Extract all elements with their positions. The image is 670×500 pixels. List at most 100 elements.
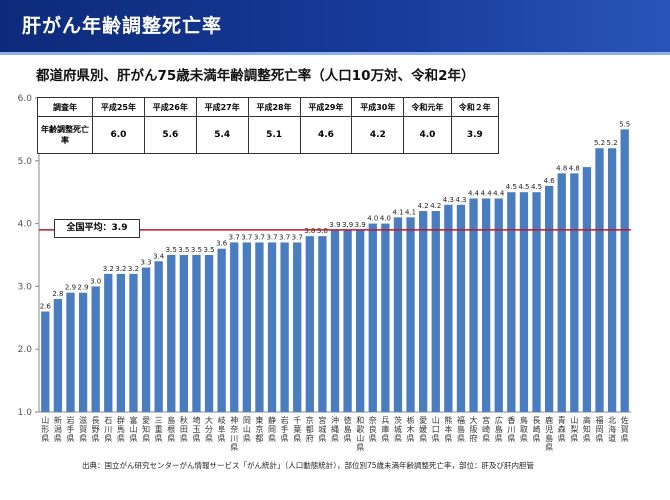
bar: [393, 217, 403, 412]
x-tick-label: 高知県: [583, 415, 591, 443]
bar-value-label: 2.9: [65, 284, 76, 292]
table-value: 5.6: [143, 116, 197, 154]
bar: [293, 242, 302, 412]
source-note: 出典：国立がん研究センターがん情報サービス「がん統計」（人口動態統計），部位別7…: [82, 461, 535, 470]
x-tick-label: 奈良県: [369, 415, 377, 443]
table-year: 令和２年: [450, 97, 500, 117]
table-value: 6.0: [92, 116, 145, 154]
x-tick-label: 鳥取県: [520, 415, 528, 443]
bar: [582, 167, 592, 412]
bar: [519, 192, 529, 412]
x-tick-label: 長崎県: [533, 416, 541, 443]
bar-value-label: 3.7: [229, 233, 240, 241]
x-tick-label: 新潟県: [54, 415, 62, 443]
bar: [544, 185, 554, 412]
x-tick-label: 宮崎県: [482, 415, 490, 443]
bar: [381, 223, 390, 412]
bar-value-label: 3.7: [266, 233, 277, 241]
bar-value-label: 4.5: [531, 183, 542, 191]
bar: [41, 311, 50, 412]
bar: [456, 204, 466, 412]
y-tick-label: 3.0: [18, 282, 33, 292]
bar: [481, 198, 491, 412]
header-divider: [0, 52, 670, 55]
bar: [620, 129, 629, 412]
bar: [343, 229, 352, 412]
table-year: 平成29年: [299, 97, 353, 117]
x-tick-label: 愛知県: [142, 415, 150, 443]
bar-value-label: 3.5: [191, 246, 202, 254]
bar: [431, 211, 440, 412]
y-tick-label: 5.0: [18, 157, 33, 167]
bar: [129, 273, 138, 412]
yearly-rate-table: 調査年 平成25年 平成26年 平成27年 平成28年 平成29年 平成30年 …: [37, 97, 500, 154]
bar-value-label: 3.5: [203, 246, 214, 254]
x-tick-label: 熊本県: [444, 415, 452, 443]
bar: [557, 173, 566, 412]
bar-value-label: 3.2: [128, 265, 139, 273]
x-tick-label: 京都府: [306, 415, 314, 443]
y-tick-label: 1.0: [18, 408, 33, 418]
x-tick-label: 大阪府: [470, 415, 478, 443]
bar: [217, 248, 226, 412]
table-value: 5.4: [195, 116, 249, 154]
bar-value-label: 3.0: [90, 277, 101, 285]
x-tick-label: 広島県: [495, 415, 503, 443]
bar: [53, 298, 63, 412]
y-tick-label: 6.0: [18, 94, 33, 104]
bar-value-label: 4.4: [468, 189, 480, 197]
bar: [318, 236, 327, 412]
bar: [167, 255, 176, 412]
x-tick-label: 宮城県: [318, 415, 326, 443]
bar: [419, 211, 428, 412]
x-tick-label: 鹿児島県: [545, 415, 553, 452]
bar: [607, 148, 617, 413]
table-year: 平成26年: [143, 97, 197, 117]
x-tick-label: 愛媛県: [419, 415, 427, 443]
x-tick-label: 岩手県: [281, 415, 289, 443]
x-tick-label: 福島県: [457, 416, 465, 443]
bar-value-label: 3.7: [241, 233, 252, 241]
table-value: 4.6: [299, 116, 353, 154]
bar-value-label: 4.8: [569, 164, 580, 172]
x-tick-label: 山梨県: [570, 415, 578, 443]
page-title: 肝がん年齢調整死亡率: [22, 15, 223, 37]
bar: [267, 242, 277, 412]
bar-value-label: 3.2: [103, 265, 114, 273]
x-tick-label: 岡山県: [243, 416, 251, 443]
bar: [532, 192, 541, 412]
bar: [66, 292, 75, 412]
bar: [116, 273, 126, 412]
chart-subtitle: 都道府県別、肝がん75歳未満年齢調整死亡率（人口10万対、令和2年）: [36, 68, 475, 84]
x-tick-label: 千葉県: [293, 415, 301, 443]
bar: [78, 292, 88, 412]
table-year: 平成30年: [351, 97, 405, 117]
x-tick-label: 茨城県: [394, 415, 402, 443]
bar-value-label: 4.3: [443, 196, 454, 204]
bar: [444, 204, 453, 412]
value-labels: 2.62.82.9 2.93.03.2 3.2 3.23.33.43.5 3.5 3.5 3…: [40, 120, 631, 310]
x-tick-label: 石川県: [104, 416, 112, 443]
x-tick-label: 和歌山県: [356, 416, 364, 452]
bar-value-label: 4.1: [405, 208, 416, 216]
bar: [204, 255, 214, 412]
x-tick-label: 滋賀県: [79, 415, 87, 443]
x-tick-label: 群馬県: [117, 415, 125, 443]
bar-value-label: 3.9: [355, 221, 366, 229]
bar-value-label: 2.8: [52, 290, 63, 298]
bar-value-label: 3.9: [342, 221, 353, 229]
x-tick-label: 三重県: [155, 416, 163, 443]
y-tick-label: 2.0: [18, 345, 33, 355]
bar-value-label: 4.3: [455, 196, 466, 204]
bar: [368, 223, 377, 412]
bar: [141, 267, 151, 412]
x-tick-label: 大分県: [205, 415, 213, 443]
bar-value-label: 4.6: [544, 177, 556, 185]
bar: [255, 242, 264, 412]
bar: [154, 261, 163, 412]
x-tick-label: 山口県: [432, 415, 440, 443]
x-tick-label: 山形県: [41, 415, 49, 443]
x-tick-label: 静岡県: [268, 415, 276, 443]
x-tick-label: 岐阜県: [218, 415, 226, 443]
